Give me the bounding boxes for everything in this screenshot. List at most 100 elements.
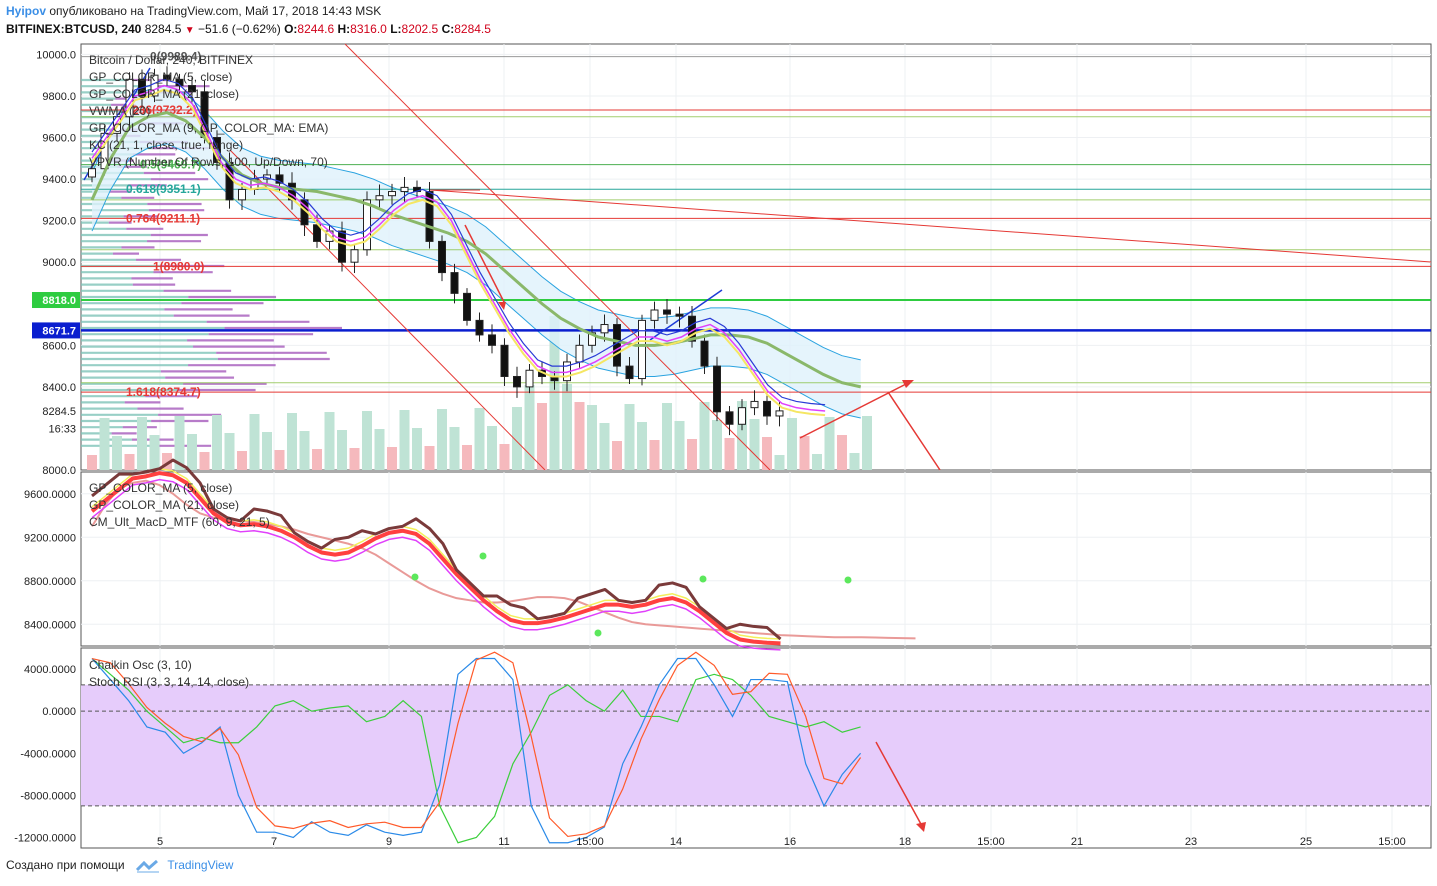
candle-body [775, 410, 784, 417]
volume-bar [337, 430, 347, 470]
volume-bar [262, 432, 272, 470]
volume-bar [712, 420, 722, 470]
volume-bar [287, 413, 297, 470]
candle-body [663, 309, 671, 315]
candle-body [613, 324, 621, 367]
tradingview-logo-icon [135, 859, 159, 873]
volume-bar [162, 453, 172, 470]
volume-bar [174, 416, 185, 470]
candle-body [313, 224, 321, 242]
arrow-up [799, 381, 911, 439]
volume-bar [624, 404, 635, 470]
candle-body [713, 365, 721, 413]
volume-bar [449, 427, 460, 470]
p2-yellow [91, 467, 781, 640]
fib-label: 0.618(9351.1) [126, 182, 201, 196]
volume-bar [374, 429, 385, 470]
volume-bar [687, 439, 697, 470]
volume-bar [149, 435, 160, 470]
y-tick-label: 10000.0 [36, 49, 76, 61]
price-tag [32, 292, 80, 309]
volume-bar [299, 431, 310, 470]
volume-bar [824, 417, 835, 470]
stoch-band [81, 684, 1431, 806]
candle-body [525, 369, 534, 388]
stoch-d-line [91, 651, 862, 838]
volume-bar [312, 449, 322, 470]
chart-area[interactable]: 0(9989.4) 0.236(9732.2) 0.5(9469.7) 0.618(9… [0, 40, 1437, 852]
legend-item-pane3: Stoch RSI (3, 3, 14, 14, close) [89, 675, 249, 689]
volume-bar [462, 445, 472, 470]
signal-dot [411, 573, 419, 581]
low-label: L: [390, 22, 402, 36]
y-tick-label: 8400.0 [42, 382, 76, 394]
ma-blue-line [91, 78, 826, 406]
x-tick-label: 15:00 [1378, 836, 1406, 848]
ma-yellow-line [91, 88, 826, 417]
volume-bar [349, 448, 360, 470]
channel-line-lower [229, 149, 546, 471]
volume-bar [424, 446, 435, 470]
candle-body [450, 272, 459, 294]
publish-line: Hyipov опубликовано на TradingView.com, … [6, 4, 381, 18]
tradingview-link[interactable]: TradingView [167, 858, 234, 872]
volume-bar [612, 441, 622, 470]
volume-bar [737, 401, 747, 470]
y-tick-label-3: -8000.0000 [20, 790, 76, 802]
volume-bar [87, 455, 97, 470]
candle-body [388, 191, 396, 197]
y-tick-label: 9600.0 [42, 133, 76, 145]
volume-bar [212, 415, 222, 470]
candle-body [375, 195, 384, 201]
volume-bar [224, 433, 235, 470]
candle-body [650, 309, 659, 321]
volume-bar [474, 408, 485, 470]
down-triangle-icon: ▼ [184, 25, 195, 36]
legend-item-main: GP_COLOR_MA (21, close) [89, 87, 239, 101]
volume-bar [849, 453, 860, 470]
change-value: −51.6 (−0.62%) [198, 22, 281, 36]
author-link[interactable]: Hyipov [6, 4, 47, 18]
symbol-line: BITFINEX:BTCUSD, 240 8284.5 ▼ −51.6 (−0.… [6, 22, 491, 36]
volume-bar [762, 437, 772, 470]
volume-bar [749, 419, 760, 470]
keltner-upper [91, 85, 861, 361]
fib-label: 0.236(9732.2) [122, 103, 197, 117]
volume-bar [399, 410, 410, 470]
candle-body [575, 344, 584, 363]
y-tick-label: 8600.0 [42, 340, 76, 352]
y-tick-label-3: -12000.0000 [14, 832, 76, 844]
chart-svg[interactable]: 0(9989.4) 0.236(9732.2) 0.5(9469.7) 0.618(9… [0, 40, 1437, 852]
x-tick-label: 7 [271, 836, 277, 848]
symbol-label: BITFINEX:BTCUSD, 240 [6, 22, 142, 36]
price-tag-label: 8818.0 [42, 295, 76, 307]
y-tick-label-2: 8800.0000 [24, 576, 76, 588]
volume-bar [412, 428, 422, 470]
candle-body [438, 240, 446, 274]
arrow-down-osc [875, 741, 923, 827]
volume-bar [487, 426, 497, 470]
stoch-k-line [91, 657, 862, 844]
price-tag [31, 419, 81, 437]
high-value: 8316.0 [350, 22, 387, 36]
price-tag-label: 16:33 [48, 423, 76, 435]
volume-bar [199, 452, 210, 470]
signal-dot [844, 576, 852, 584]
y-tick-label: 9800.0 [42, 91, 76, 103]
volume-bar [512, 407, 522, 470]
fib-label: 0.764(9211.1) [126, 211, 200, 225]
legend-item-main: Bitcoin / Dollar, 240, BITFINEX [89, 53, 253, 67]
blue-trend [649, 289, 723, 341]
channel-line-upper [344, 43, 771, 471]
publish-text: опубликовано на TradingView.com, Май 17,… [49, 4, 382, 18]
ma-pane[interactable] [80, 471, 1432, 647]
candle-body [238, 188, 246, 201]
volume-bar [549, 316, 560, 470]
y-tick-label-2: 9200.0000 [24, 532, 76, 544]
volume-bar [862, 416, 872, 470]
legend-item-main: VPVR (Number Of Rows, 100, Up/Down, 70) [89, 155, 328, 169]
signal-dot [699, 575, 707, 583]
price-tag-label: 8284.5 [42, 406, 76, 418]
x-tick-label: 18 [899, 836, 911, 848]
legend-item-main: VWMA (20) [89, 104, 150, 118]
